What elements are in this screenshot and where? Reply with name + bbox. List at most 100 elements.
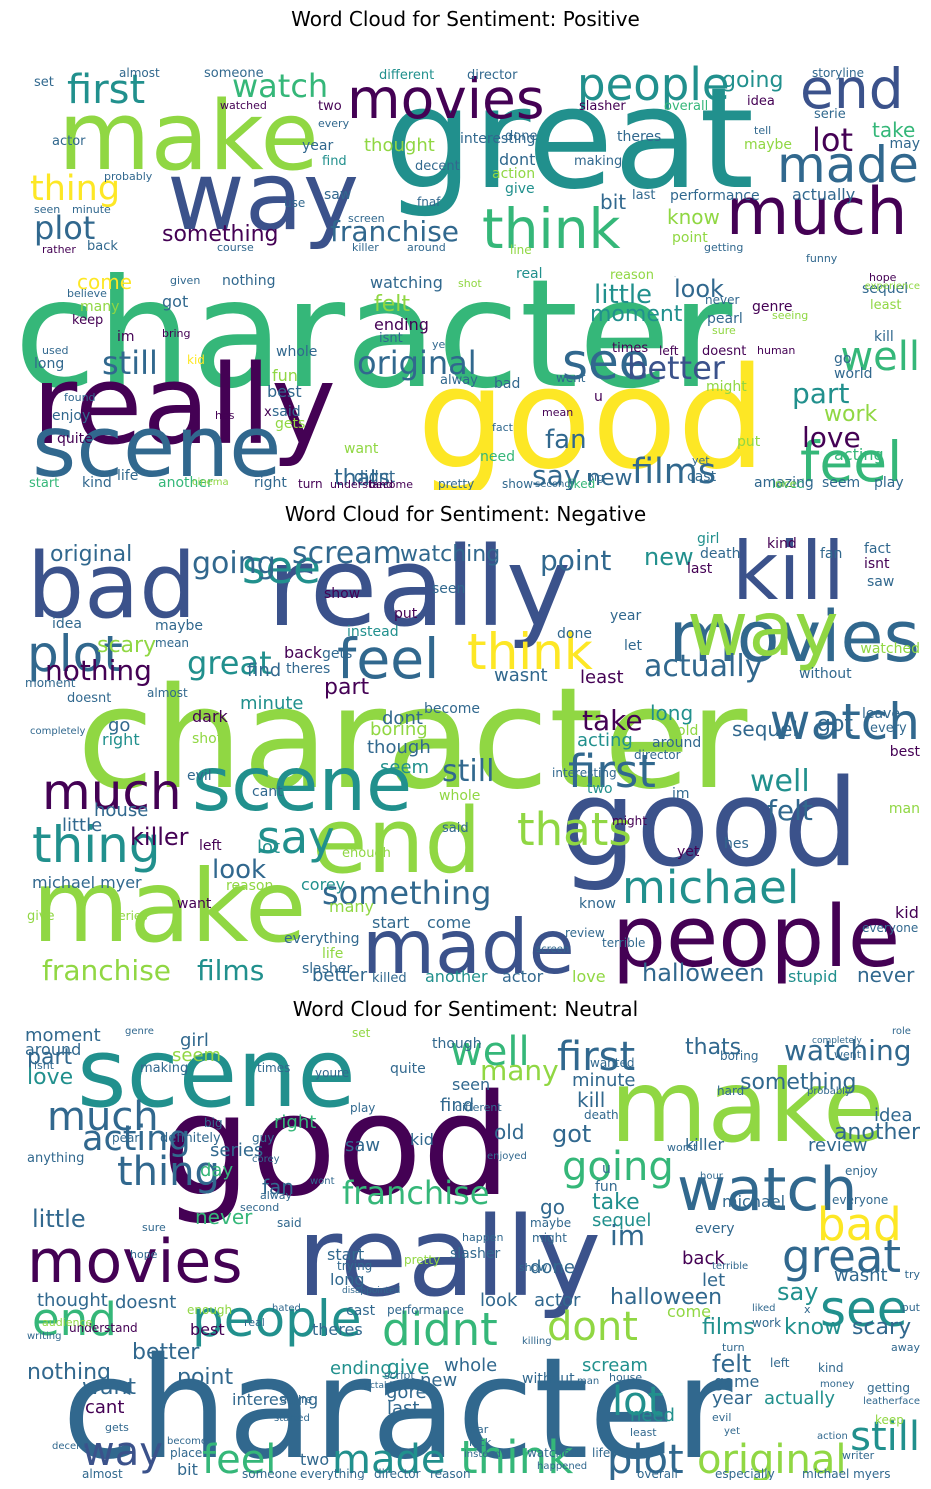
cloud-word: man [888, 801, 920, 817]
cloud-word: feel [800, 430, 903, 490]
cloud-word: worst [667, 1141, 698, 1154]
cloud-word: boring [370, 719, 428, 740]
cloud-word: liked [567, 477, 596, 490]
cloud-word: though [367, 737, 431, 758]
cloud-word: good [162, 1065, 512, 1228]
cloud-word: action [492, 166, 536, 182]
cloud-word: michael [722, 1192, 786, 1211]
cloud-word: never [195, 1205, 253, 1229]
cloud-word: terrible [602, 936, 646, 950]
cloud-word: hope [130, 1248, 158, 1261]
cloud-word: alway [260, 1189, 293, 1202]
cloud-word: writing [27, 1331, 62, 1342]
cloud-word: isnt [864, 556, 890, 572]
cloud-word: role [892, 1026, 911, 1037]
cloud-word: terrible [712, 1261, 749, 1272]
cloud-word: know [667, 205, 720, 229]
cloud-word: reason [430, 1467, 471, 1480]
cloud-word: sequel [592, 1210, 652, 1231]
cloud-word: didnt [354, 467, 396, 486]
cloud-word: went [834, 1048, 862, 1061]
cloud-word: might [532, 1231, 567, 1245]
cloud-word: seem [172, 1045, 222, 1066]
cloud-word: theres [286, 661, 331, 677]
cloud-word: never [705, 293, 740, 307]
cloud-word: done [505, 129, 538, 144]
cloud-word: seen [432, 581, 466, 597]
cloud-title-negative: Word Cloud for Sentiment: Negative [284, 502, 647, 526]
cloud-word: another [425, 967, 488, 985]
cloud-word: look [480, 1290, 518, 1311]
cloud-word: hour [700, 1171, 723, 1182]
cloud-word: better [627, 349, 725, 387]
cloud-word: mean [155, 636, 190, 650]
cloud-word: start [29, 476, 60, 490]
cloud-word: way [687, 585, 839, 673]
cloud-word: wont [310, 1176, 335, 1187]
cloud-word: life [592, 1446, 611, 1460]
cloud-word: year [610, 608, 642, 624]
cloud-word: away [891, 1341, 920, 1354]
cloud-word: something [162, 222, 279, 247]
cloud-word: think [467, 623, 593, 681]
cloud-word: little [32, 1205, 86, 1233]
cloud-word: different [379, 68, 435, 83]
cloud-word: fnaf [417, 195, 441, 209]
cloud-word: play [874, 475, 904, 490]
cloud-word: girl [697, 531, 720, 547]
cloud-word: make [610, 1048, 885, 1165]
cloud-word: isnt [34, 1059, 55, 1072]
cloud-word: right [102, 730, 140, 749]
cloud-word: go [540, 1195, 565, 1219]
cloud-word: done [530, 1257, 575, 1278]
cloud-word: nice [775, 479, 796, 490]
cloud-word: money [820, 1379, 855, 1390]
cloud-word: watched [527, 1446, 579, 1460]
cloud-word: going [562, 1144, 674, 1190]
cloud-word: see [562, 333, 650, 391]
cloud-word: michael myer [32, 873, 142, 892]
cloud-word: really [267, 527, 572, 651]
cloud-word: screen [536, 944, 570, 955]
cloud-word: much [42, 763, 182, 821]
cloud-word: minute [240, 693, 304, 714]
cloud-word: felt [374, 292, 411, 317]
cloud-word: two [318, 99, 342, 114]
cloud-word: bit [177, 1460, 198, 1479]
cloud-word: point [672, 230, 708, 246]
cloud-word: minute [72, 203, 111, 216]
cloud-word: people [577, 58, 730, 111]
cloud-word: gore [386, 1382, 427, 1403]
cloud-word: saw [867, 574, 895, 590]
cloud-word: old [494, 1120, 525, 1144]
cloud-word: enough [187, 1303, 233, 1317]
cloud-word: seeing [772, 309, 809, 322]
cloud-word: made [777, 136, 919, 194]
cloud-word: try [904, 1268, 920, 1281]
cloud-word: almost [82, 1467, 123, 1480]
cloud-word: thing [30, 169, 121, 209]
cloud-word: end [800, 57, 904, 121]
cloud-word: think [482, 197, 621, 261]
cloud-word: saw [345, 1135, 381, 1156]
cloud-word: good [560, 755, 860, 894]
cloud-word: set [352, 1026, 371, 1040]
cloud-word: script [384, 1369, 415, 1382]
cloud-word: around [25, 1040, 82, 1059]
cloud-word: point [177, 1365, 234, 1390]
cloud-word: death [584, 1108, 619, 1122]
cloud-title-neutral: Word Cloud for Sentiment: Neutral [292, 997, 639, 1021]
cloud-word: believe [67, 287, 107, 300]
cloud-word: year [712, 1388, 753, 1409]
cloud-word: see [242, 541, 321, 594]
cloud-word: watching [370, 273, 443, 292]
cloud-word: idea [747, 94, 775, 109]
cloud-word: take [872, 118, 916, 142]
word-cloud-negative: character really good make people bad end kill m… [12, 527, 920, 985]
cloud-word: two [300, 1450, 330, 1469]
cloud-word: writer [842, 1449, 875, 1462]
cloud-word: kind [82, 475, 112, 490]
cloud-word: started [274, 1413, 310, 1424]
cloud-word: actually [644, 649, 763, 684]
cloud-word: moment [25, 676, 76, 690]
